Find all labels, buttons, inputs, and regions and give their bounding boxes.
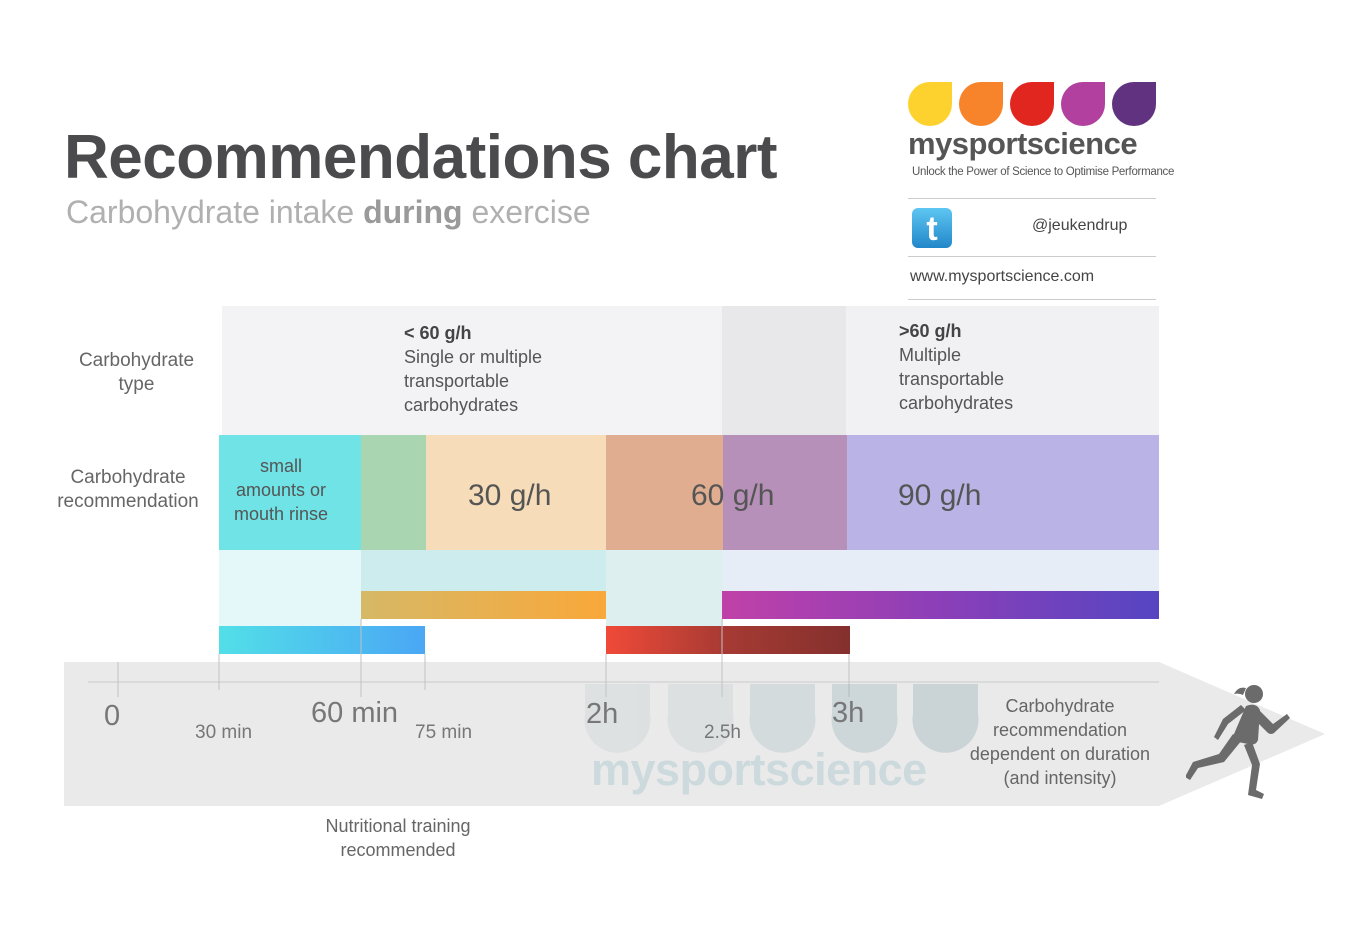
footnote-line: Nutritional training	[325, 816, 471, 836]
axis-ticks	[117, 619, 850, 697]
row-label-line: type	[118, 374, 155, 395]
duration-bar-small	[219, 626, 425, 654]
rec-band-90	[847, 435, 1159, 550]
watermark-drops	[584, 684, 979, 753]
rec-band-60	[606, 435, 723, 550]
axis-note-line: (and intensity)	[1003, 768, 1117, 788]
type-high-heading: >60 g/h	[899, 321, 962, 341]
rec-band-60-90	[723, 435, 847, 550]
rec-band-overlap	[361, 435, 426, 550]
rec-small-line: small	[259, 456, 302, 476]
type-low-line: Single or multiple	[404, 347, 543, 367]
row-label-line: recommendation	[57, 491, 199, 512]
subtitle-text: Carbohydrate intake	[66, 194, 364, 230]
type-low-heading: < 60 g/h	[404, 323, 472, 343]
tick-label-0: 0	[104, 700, 121, 732]
type-low-line: carbohydrates	[404, 395, 519, 415]
page-subtitle: Carbohydrate intake during exercise	[66, 194, 591, 231]
row-label-line: Carbohydrate	[78, 350, 195, 371]
brand-tagline: Unlock the Power of Science to Optimise …	[912, 166, 1175, 178]
type-low-text: < 60 g/h Single or multiple transportabl…	[404, 321, 542, 417]
rec-90-label: 90 g/h	[898, 479, 982, 512]
subtitle-text-end: exercise	[462, 194, 591, 230]
row-label-recommendation: Carbohydrate recommendation	[50, 466, 206, 514]
runner-icon	[1186, 685, 1290, 799]
type-band-low	[222, 306, 722, 435]
axis-note-line: recommendation	[992, 720, 1128, 740]
row-label-type: Carbohydrate type	[64, 349, 209, 397]
brand-logo	[908, 82, 1156, 126]
axis-note-line: Carbohydrate	[1005, 696, 1115, 716]
rec-small-line: amounts or	[235, 480, 327, 500]
type-high-text: >60 g/h Multiple transportable carbohydr…	[899, 319, 1013, 415]
divider	[908, 299, 1156, 300]
logo-drop-orange	[959, 82, 1003, 126]
footnote-line: recommended	[340, 840, 456, 860]
type-band-transition	[722, 306, 846, 435]
duration-bar-30	[361, 591, 606, 619]
divider	[908, 256, 1156, 257]
rec-band-30	[426, 435, 606, 550]
rec-small-text: small amounts or mouth rinse	[219, 454, 343, 526]
type-high-line: carbohydrates	[899, 393, 1014, 413]
tick-label-60min: 60 min	[311, 697, 399, 729]
tick-label-2h: 2h	[586, 698, 619, 730]
axis-arrow	[64, 662, 1325, 806]
type-high-line: transportable	[899, 369, 1005, 389]
logo-drop-purple	[1112, 82, 1156, 126]
tick-label-75min: 75 min	[415, 722, 473, 743]
axis-note-line: dependent on duration	[969, 744, 1151, 764]
watermark-text: mysportscience	[591, 744, 927, 795]
logo-drop-magenta	[1061, 82, 1105, 126]
logo-drop-red	[1010, 82, 1054, 126]
rec-band-small	[219, 435, 361, 550]
page-title: Recommendations chart	[64, 123, 778, 192]
twitter-icon[interactable]: t	[912, 208, 952, 248]
brand-name: mysportscience	[908, 126, 1138, 161]
subtitle-emphasis: during	[363, 194, 463, 230]
type-low-line: transportable	[404, 371, 510, 391]
ext-band-90	[723, 550, 1159, 591]
axis-note: Carbohydrate recommendation dependent on…	[960, 694, 1160, 790]
ext-band-30	[361, 550, 606, 591]
rec-small-line: mouth rinse	[233, 504, 329, 524]
divider	[908, 198, 1156, 199]
tick-label-3h: 3h	[832, 697, 865, 729]
footnote: Nutritional training recommended	[298, 814, 498, 862]
logo-drop-yellow	[908, 82, 952, 126]
website-link[interactable]: www.mysportscience.com	[910, 268, 1095, 285]
duration-bar-90	[722, 591, 1159, 619]
tick-label-2-5h: 2.5h	[704, 722, 741, 743]
type-band-high	[846, 306, 1159, 435]
rec-60-label: 60 g/h	[691, 479, 775, 512]
type-high-line: Multiple	[899, 345, 962, 365]
tick-label-30min: 30 min	[195, 722, 253, 743]
duration-bar-60	[606, 626, 850, 654]
row-label-line: Carbohydrate	[70, 467, 186, 488]
ext-band-60	[606, 550, 723, 627]
twitter-handle[interactable]: @jeukendrup	[1032, 217, 1128, 234]
rec-30-label: 30 g/h	[468, 479, 552, 512]
